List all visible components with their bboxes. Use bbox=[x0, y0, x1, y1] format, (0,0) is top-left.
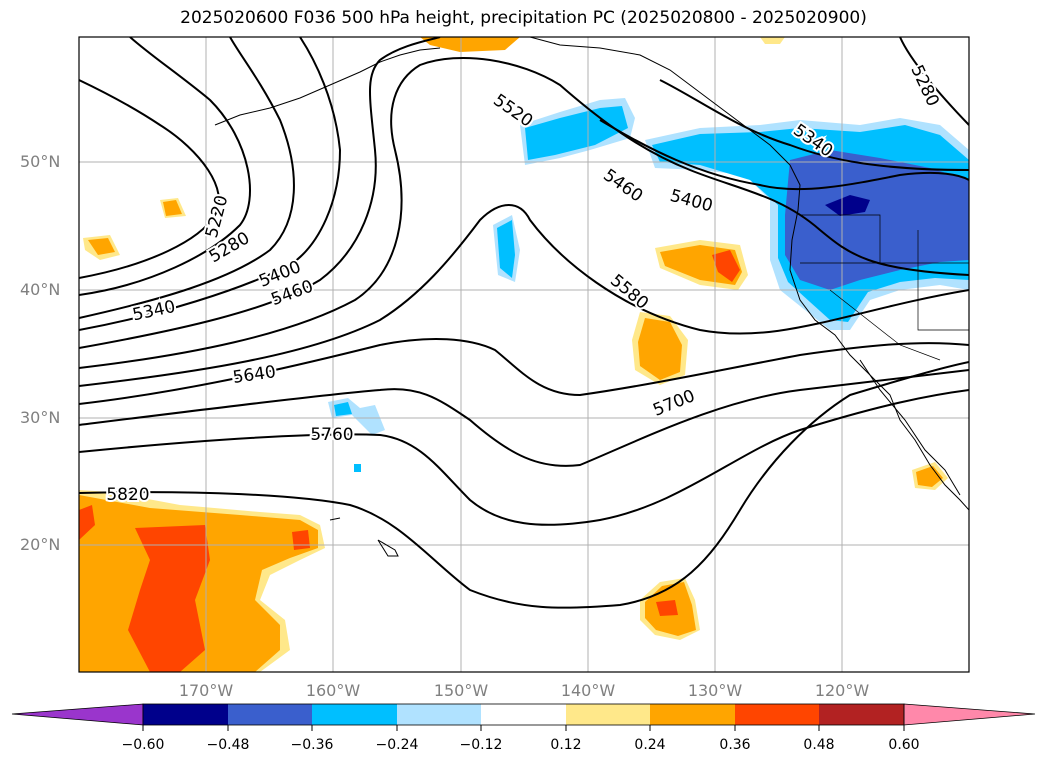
precip-spot-2-core bbox=[163, 200, 182, 216]
contour-5400-east bbox=[599, 119, 969, 191]
contour-5760 bbox=[79, 389, 969, 526]
contour-label-5460-east: 5460 bbox=[599, 165, 646, 206]
lon-label-150w: 150°W bbox=[433, 681, 489, 700]
colorbar-seg-4 bbox=[397, 704, 481, 725]
precip-spot-1-core bbox=[88, 238, 115, 255]
colorbar-tick-label: −0.60 bbox=[121, 737, 165, 753]
contour-5340 bbox=[79, 37, 295, 319]
lat-label-50n: 50°N bbox=[20, 152, 61, 171]
colorbar-tick-label: 0.60 bbox=[888, 737, 920, 753]
contour-5640 bbox=[79, 338, 969, 405]
contour-5340-east bbox=[659, 79, 969, 171]
state-border-2 bbox=[800, 214, 881, 263]
colorbar-seg-2 bbox=[228, 704, 312, 725]
precip-negative-ne-strong bbox=[785, 150, 969, 290]
contour-label-5760: 5760 bbox=[310, 425, 353, 445]
contour-label-5700: 5700 bbox=[650, 386, 698, 421]
height-contours bbox=[79, 37, 969, 609]
colorbar-extend-high bbox=[903, 703, 1036, 726]
contour-5280 bbox=[79, 37, 251, 296]
contour-5580 bbox=[79, 204, 969, 387]
precip-negative-small-core bbox=[334, 402, 352, 416]
contour-5700 bbox=[79, 369, 969, 467]
lat-label-40n: 40°N bbox=[20, 280, 61, 299]
alaska-coast bbox=[214, 47, 441, 126]
colorbar-extend-low bbox=[11, 703, 144, 726]
colorbar-tick-label: 0.12 bbox=[550, 737, 582, 753]
contour-5220 bbox=[79, 79, 220, 279]
colorbar-seg-1 bbox=[143, 704, 228, 725]
contour-label-5820: 5820 bbox=[106, 485, 149, 505]
lat-label-20n: 20°N bbox=[20, 535, 61, 554]
baja bbox=[859, 359, 961, 496]
colorbar-seg-8 bbox=[735, 704, 819, 725]
precip-top bbox=[420, 37, 520, 52]
precip-positive-135w-core bbox=[638, 318, 682, 380]
colorbar-frame bbox=[142, 703, 905, 726]
lon-label-170w: 170°W bbox=[178, 681, 234, 700]
na-west-coast bbox=[789, 164, 969, 511]
colorbar bbox=[11, 703, 1036, 731]
state-border-4 bbox=[829, 289, 941, 361]
state-border-3 bbox=[917, 230, 969, 331]
colorbar-seg-3 bbox=[312, 704, 397, 725]
contour-5520 bbox=[79, 56, 969, 369]
lon-label-140w: 140°W bbox=[560, 681, 616, 700]
alaska-coast-2 bbox=[529, 37, 791, 166]
colorbar-seg-9 bbox=[819, 704, 904, 725]
colorbar-tick-label: −0.12 bbox=[459, 737, 503, 753]
colorbar-tick-label: −0.36 bbox=[290, 737, 334, 753]
map-frame bbox=[78, 36, 970, 673]
coastlines bbox=[214, 37, 969, 557]
contour-5400 bbox=[79, 37, 342, 331]
precip-negative-ne-max bbox=[825, 195, 870, 216]
colorbar-seg-5 bbox=[481, 704, 566, 725]
lon-label-130w: 130°W bbox=[687, 681, 743, 700]
precip-strong-130w bbox=[712, 250, 740, 282]
precip-negative-central-2-core bbox=[497, 220, 515, 278]
hawaii-2 bbox=[377, 539, 399, 557]
colorbar-tick-label: 0.36 bbox=[719, 737, 751, 753]
lon-label-160w: 160°W bbox=[305, 681, 361, 700]
contour-label-5340: 5340 bbox=[131, 297, 177, 326]
hawaii-1 bbox=[329, 517, 341, 521]
colorbar-seg-7 bbox=[650, 704, 735, 725]
precip-strong-south bbox=[656, 600, 678, 616]
colorbar-tick-label: −0.48 bbox=[206, 737, 250, 753]
colorbar-seg-6 bbox=[566, 704, 650, 725]
map-title: 2025020600 F036 500 hPa height, precipit… bbox=[180, 8, 867, 28]
precip-strong-sw-2 bbox=[79, 505, 95, 540]
contour-label-5640: 5640 bbox=[231, 362, 277, 388]
lat-label-30n: 30°N bbox=[20, 408, 61, 427]
precip-top-2 bbox=[760, 37, 785, 44]
precip-strong-sw-3 bbox=[292, 530, 310, 550]
contour-5460 bbox=[79, 37, 441, 349]
contour-5820 bbox=[79, 361, 969, 609]
contour-label-5400-east: 5400 bbox=[668, 186, 715, 217]
precip-strong-sw bbox=[128, 525, 210, 672]
contour-5280-ne bbox=[899, 37, 969, 126]
colorbar-tick-label: −0.24 bbox=[375, 737, 419, 753]
contour-label-5580: 5580 bbox=[606, 271, 652, 314]
colorbar-tick-label: 0.24 bbox=[634, 737, 666, 753]
precip-positive-east-core bbox=[916, 466, 943, 487]
lon-label-120w: 120°W bbox=[814, 681, 870, 700]
contour-label-5280-ne: 5280 bbox=[906, 62, 942, 110]
precip-shading bbox=[79, 37, 969, 672]
colorbar-tick-label: 0.48 bbox=[803, 737, 835, 753]
precip-negative-tiny bbox=[354, 464, 361, 472]
